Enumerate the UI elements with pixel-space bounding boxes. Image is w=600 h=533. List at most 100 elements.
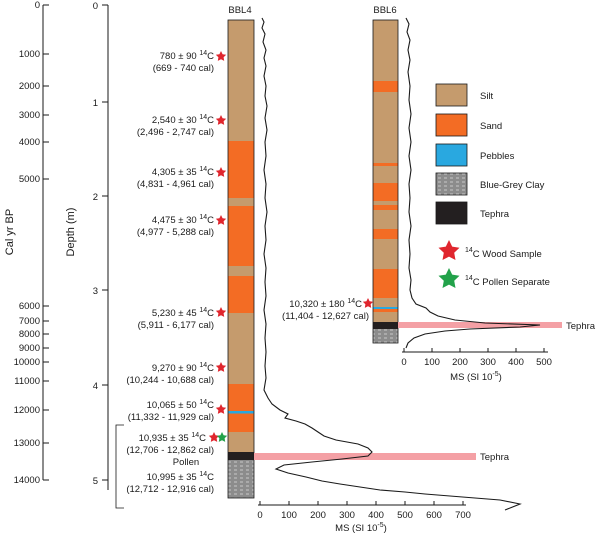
bbl6-sand-layer [373, 163, 398, 166]
depth-tick-label: 0 [93, 1, 98, 12]
cal-tick-label: 10000 [14, 357, 40, 368]
cal-tick-label: 7000 [19, 316, 40, 327]
bbl6-date-labels: 10,320 ± 180 14C (11,404 - 12,627 cal) [282, 298, 369, 322]
legend-label-clay: Blue-Grey Clay [480, 180, 545, 191]
bbl6-tephra-band [398, 322, 562, 328]
bbl6-sand-layer [373, 229, 398, 239]
radiocarbon-age: 5,230 ± 45 14C [152, 307, 214, 319]
bbl6-core-title: BBL6 [373, 5, 396, 16]
radiocarbon-age: 10,065 ± 50 14C [147, 399, 215, 411]
bbl6-core: BBL6 [372, 5, 399, 344]
bbl4-pebble-layer [228, 411, 254, 414]
bbl6-silt-layer [373, 312, 398, 322]
cal-tick-label: 2000 [19, 81, 40, 92]
bbl6-ms-curve [405, 17, 541, 349]
bbl6-sand-layer [373, 183, 398, 201]
ms-tick-label: 300 [339, 510, 355, 521]
bbl6-sand-layer [373, 205, 398, 210]
bbl4-sand-layer [228, 413, 254, 432]
bbl6-silt-layer [373, 239, 398, 269]
ms-tick-label: 500 [536, 357, 552, 368]
bbl6-ms-axis: 0 100 200 300 400 500 MS (SI 10-5) [401, 348, 552, 383]
bbl6-tephra-label: Tephra [566, 321, 596, 332]
radiocarbon-age: 4,305 ± 35 14C [152, 166, 214, 178]
cal-yr-bp-axis: 0 1000 2000 3000 4000 5000 6000 7000 800… [4, 0, 49, 486]
calibrated-range: (4,831 - 4,961 cal) [137, 179, 214, 190]
bbl4-tephra-label: Tephra [480, 452, 510, 463]
bbl6-silt-layer [373, 210, 398, 229]
pollen-label: Pollen [173, 457, 199, 468]
calibrated-range: (11,404 - 12,627 cal) [282, 311, 369, 322]
bbl4-core: BBL4 [227, 5, 255, 499]
radiocarbon-age: 10,320 ± 180 14C [289, 298, 362, 310]
ms-tick-label: 700 [455, 510, 471, 521]
bbl4-sand-layer [228, 206, 254, 266]
pollen-separate-star [216, 432, 228, 442]
legend-label-wood-sample: 14C Wood Sample [465, 247, 542, 260]
wood-sample-star [215, 51, 227, 61]
legend-pollen-star [438, 268, 460, 288]
calibrated-range: (5,911 - 6,177 cal) [138, 320, 214, 331]
ms-tick-label: 0 [257, 510, 262, 521]
legend-swatch-clay [435, 172, 468, 196]
legend-swatch-silt [435, 83, 468, 107]
legend-label-sand: Sand [480, 121, 502, 132]
cal-tick-label: 11000 [14, 376, 40, 387]
cal-axis-title: Cal yr BP [4, 209, 16, 255]
legend-label-pollen-separate: 14C Pollen Separate [465, 275, 550, 288]
bbl6-silt-layer [373, 298, 398, 307]
radiocarbon-age: 2,540 ± 30 14C [152, 114, 214, 126]
cal-tick-label: 8000 [19, 329, 40, 340]
bbl4-tephra-layer [228, 452, 254, 460]
legend-swatch-pebbles [435, 143, 468, 167]
legend-wood-star [438, 240, 460, 260]
depth-tick-label: 1 [93, 98, 98, 109]
bbl4-sample-markers [208, 51, 228, 442]
bbl6-sand-layer [373, 309, 398, 312]
bbl6-clay-layer [373, 329, 398, 343]
ms-tick-label: 300 [480, 357, 496, 368]
bbl4-date-labels: 780 ± 90 14C (669 - 740 cal) 2,540 ± 30 … [126, 50, 214, 495]
cal-tick-label: 14000 [14, 475, 40, 486]
legend-label-silt: Silt [480, 91, 494, 102]
bbl6-silt-layer [373, 201, 398, 205]
cal-tick-label: 0 [35, 0, 40, 11]
bbl6-sand-layer [373, 81, 398, 92]
legend-swatch-tephra [435, 201, 468, 225]
pollen-interval-bracket [115, 424, 124, 509]
depth-tick-label: 2 [93, 192, 98, 203]
calibrated-range: (10,244 - 10,688 cal) [126, 375, 214, 386]
bbl6-sand-layer [373, 269, 398, 298]
cal-tick-label: 9000 [19, 343, 40, 354]
ms-tick-label: 600 [426, 510, 442, 521]
bbl6-ms-axis-title: MS (SI 10-5) [450, 371, 502, 383]
depth-axis-title: Depth (m) [65, 208, 77, 257]
calibrated-range: (4,977 - 5,288 cal) [137, 227, 214, 238]
calibrated-range: (11,332 - 11,929 cal) [128, 412, 214, 423]
legend-swatch-sand [435, 113, 468, 137]
wood-sample-star [215, 404, 227, 414]
cal-axis-ticks [43, 4, 49, 481]
calibrated-range: (12,706 - 12,862 cal) [126, 445, 214, 456]
bbl4-sand-layer [228, 384, 254, 411]
ms-tick-label: 0 [401, 357, 406, 368]
radiocarbon-age: 9,270 ± 90 14C [152, 362, 214, 374]
radiocarbon-age: 10,995 ± 35 14C [147, 471, 215, 483]
cal-tick-label: 4000 [19, 137, 40, 148]
bbl4-silt-layer [228, 20, 254, 141]
legend-label-pebbles: Pebbles [480, 151, 515, 162]
ms-tick-label: 200 [452, 357, 468, 368]
bbl4-ms-axis-title: MS (SI 10-5) [335, 522, 387, 533]
wood-sample-star [362, 298, 374, 308]
bbl4-ms-curve [261, 17, 522, 511]
bbl6-pebble-layer [373, 307, 398, 309]
bbl4-silt-layer [228, 266, 254, 276]
bbl6-silt-layer [373, 20, 398, 81]
calibrated-range: (2,496 - 2,747 cal) [137, 127, 214, 138]
wood-sample-star [215, 307, 227, 317]
bbl4-silt-layer [228, 198, 254, 206]
ms-tick-label: 500 [397, 510, 413, 521]
wood-sample-star [215, 362, 227, 372]
cal-axis-tick-labels: 0 1000 2000 3000 4000 5000 6000 7000 800… [14, 0, 40, 486]
